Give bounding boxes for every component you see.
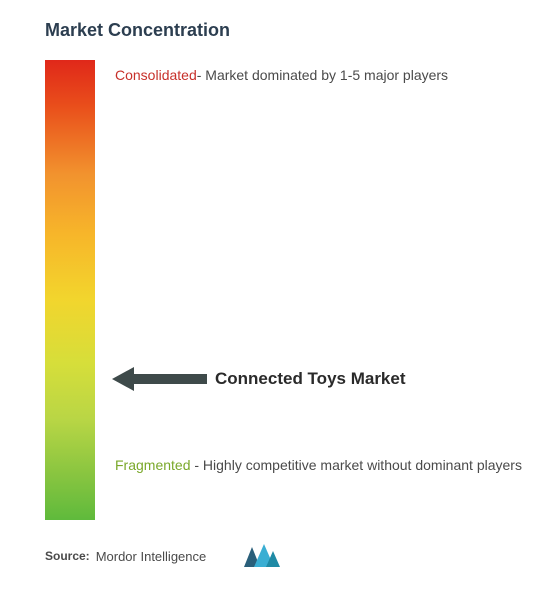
consolidated-label-line: Consolidated- Market dominated by 1-5 ma… xyxy=(115,65,538,86)
market-name-label: Connected Toys Market xyxy=(215,369,406,389)
concentration-gradient-bar xyxy=(45,60,95,520)
market-marker: Connected Toys Market xyxy=(112,365,406,393)
source-prefix: Source: xyxy=(45,549,90,563)
arrow-left-icon xyxy=(112,365,207,393)
source-name: Mordor Intelligence xyxy=(96,549,207,564)
consolidated-label: Consolidated xyxy=(115,67,197,83)
mordor-logo-icon xyxy=(242,543,282,569)
consolidated-description: - Market dominated by 1-5 major players xyxy=(197,67,448,83)
page-title: Market Concentration xyxy=(45,20,230,41)
fragmented-label: Fragmented xyxy=(115,457,190,473)
source-attribution: Source: Mordor Intelligence xyxy=(45,543,282,569)
fragmented-description: - Highly competitive market without domi… xyxy=(190,457,521,473)
fragmented-label-line: Fragmented - Highly competitive market w… xyxy=(115,455,538,476)
